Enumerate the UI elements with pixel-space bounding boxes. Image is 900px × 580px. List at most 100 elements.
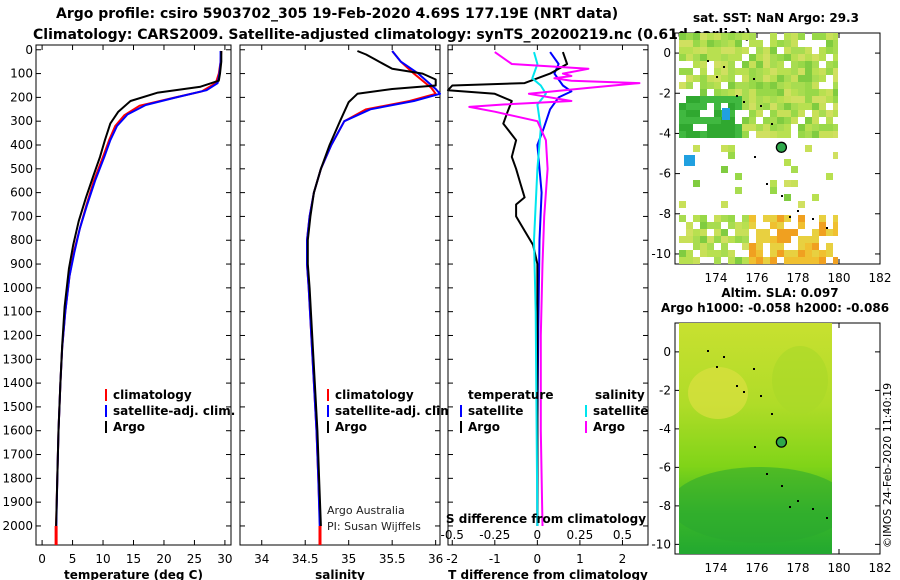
island-marker <box>736 385 738 387</box>
sst-cell <box>812 229 819 236</box>
sst-cell <box>714 229 721 236</box>
sst-cell <box>770 180 777 187</box>
sst-cell <box>693 47 700 54</box>
sst-cell <box>714 68 721 75</box>
sst-cell <box>812 103 819 110</box>
sst-cell <box>714 110 721 117</box>
sst-cell <box>798 61 805 68</box>
sst-cell <box>693 145 700 152</box>
sst-cell <box>819 75 826 82</box>
sst-cell <box>805 257 812 264</box>
sst-cell <box>756 257 763 264</box>
sst-cell <box>756 68 763 75</box>
sst-cell <box>812 131 819 138</box>
sst-cell <box>812 124 819 131</box>
sst-cell <box>784 33 791 40</box>
sst-cell <box>826 40 833 47</box>
sst-cell <box>826 117 833 124</box>
sst-cell <box>819 96 826 103</box>
sst-cell <box>812 194 819 201</box>
sst-cell <box>714 131 721 138</box>
float-position-marker <box>775 436 788 448</box>
sst-cell <box>777 229 784 236</box>
sst-cell <box>763 229 770 236</box>
sst-cell <box>693 215 700 222</box>
sst-cell <box>784 96 791 103</box>
sst-cell <box>700 82 707 89</box>
x-tick-label: 36 <box>428 552 443 566</box>
sst-cell <box>777 215 784 222</box>
sst-cell <box>728 236 735 243</box>
sst-cell <box>686 96 693 103</box>
sst-cell <box>777 61 784 68</box>
sst-cell <box>679 117 686 124</box>
island-marker <box>771 413 773 415</box>
sst-cell <box>756 229 763 236</box>
sst-cell <box>742 61 749 68</box>
sst-cell <box>721 145 728 152</box>
island-marker <box>812 508 814 510</box>
sst-cell <box>777 131 784 138</box>
legend-title-salinity: salinity <box>595 388 645 402</box>
island-marker <box>743 391 745 393</box>
sst-cell <box>770 68 777 75</box>
sst-cell <box>700 89 707 96</box>
sst-cell <box>770 82 777 89</box>
sst-cell <box>728 222 735 229</box>
sst-cell <box>707 131 714 138</box>
sst-cell <box>770 131 777 138</box>
sst-cell <box>819 110 826 117</box>
sst-cell <box>700 40 707 47</box>
sst-cell <box>756 96 763 103</box>
sst-cell <box>784 47 791 54</box>
sst-cell <box>833 54 838 61</box>
sst-cell <box>700 131 707 138</box>
credit-pi: PI: Susan Wijffels <box>327 520 421 533</box>
sst-cell <box>791 229 798 236</box>
sst-cell <box>749 89 756 96</box>
sst-cell <box>721 89 728 96</box>
sst-cell <box>798 124 805 131</box>
sst-cell <box>826 124 833 131</box>
sst-cell <box>798 250 805 257</box>
sst-cell <box>721 54 728 61</box>
sst-cell <box>721 75 728 82</box>
sst-cell <box>735 187 742 194</box>
sla-field <box>679 323 832 554</box>
sst-cell <box>777 117 784 124</box>
sst-cell <box>805 96 812 103</box>
map-y-tick-label: -4 <box>659 422 671 436</box>
sst-cell <box>798 68 805 75</box>
sst-cell <box>833 215 838 222</box>
sst-cell <box>798 54 805 61</box>
sst-cell <box>812 89 819 96</box>
sst-cell <box>700 47 707 54</box>
sst-cell <box>714 250 721 257</box>
x-axis-label: temperature (deg C) <box>64 568 203 580</box>
y-tick-label: 1700 <box>2 448 33 462</box>
sst-cell <box>693 75 700 82</box>
sst-cell <box>742 89 749 96</box>
sst-cell <box>742 215 749 222</box>
sst-cell <box>714 40 721 47</box>
sst-cell <box>770 89 777 96</box>
map-y-tick-label: -8 <box>659 499 671 513</box>
sst-cell <box>770 243 777 250</box>
sst-map-title: sat. SST: NaN Argo: 29.3 <box>693 11 859 25</box>
island-marker <box>781 195 783 197</box>
island-marker <box>716 366 718 368</box>
sst-cell <box>679 103 686 110</box>
sst-cell <box>784 180 791 187</box>
sst-cell <box>686 75 693 82</box>
sst-cell <box>812 33 819 40</box>
sst-cell <box>742 222 749 229</box>
sst-cell <box>777 243 784 250</box>
sst-cell <box>777 236 784 243</box>
sst-cell <box>826 47 833 54</box>
sst-cell <box>728 89 735 96</box>
sst-cell <box>721 229 728 236</box>
sst-cell <box>798 243 805 250</box>
sst-cell <box>812 75 819 82</box>
difference-line-salinity-argo <box>468 51 641 527</box>
sst-cell <box>749 215 756 222</box>
